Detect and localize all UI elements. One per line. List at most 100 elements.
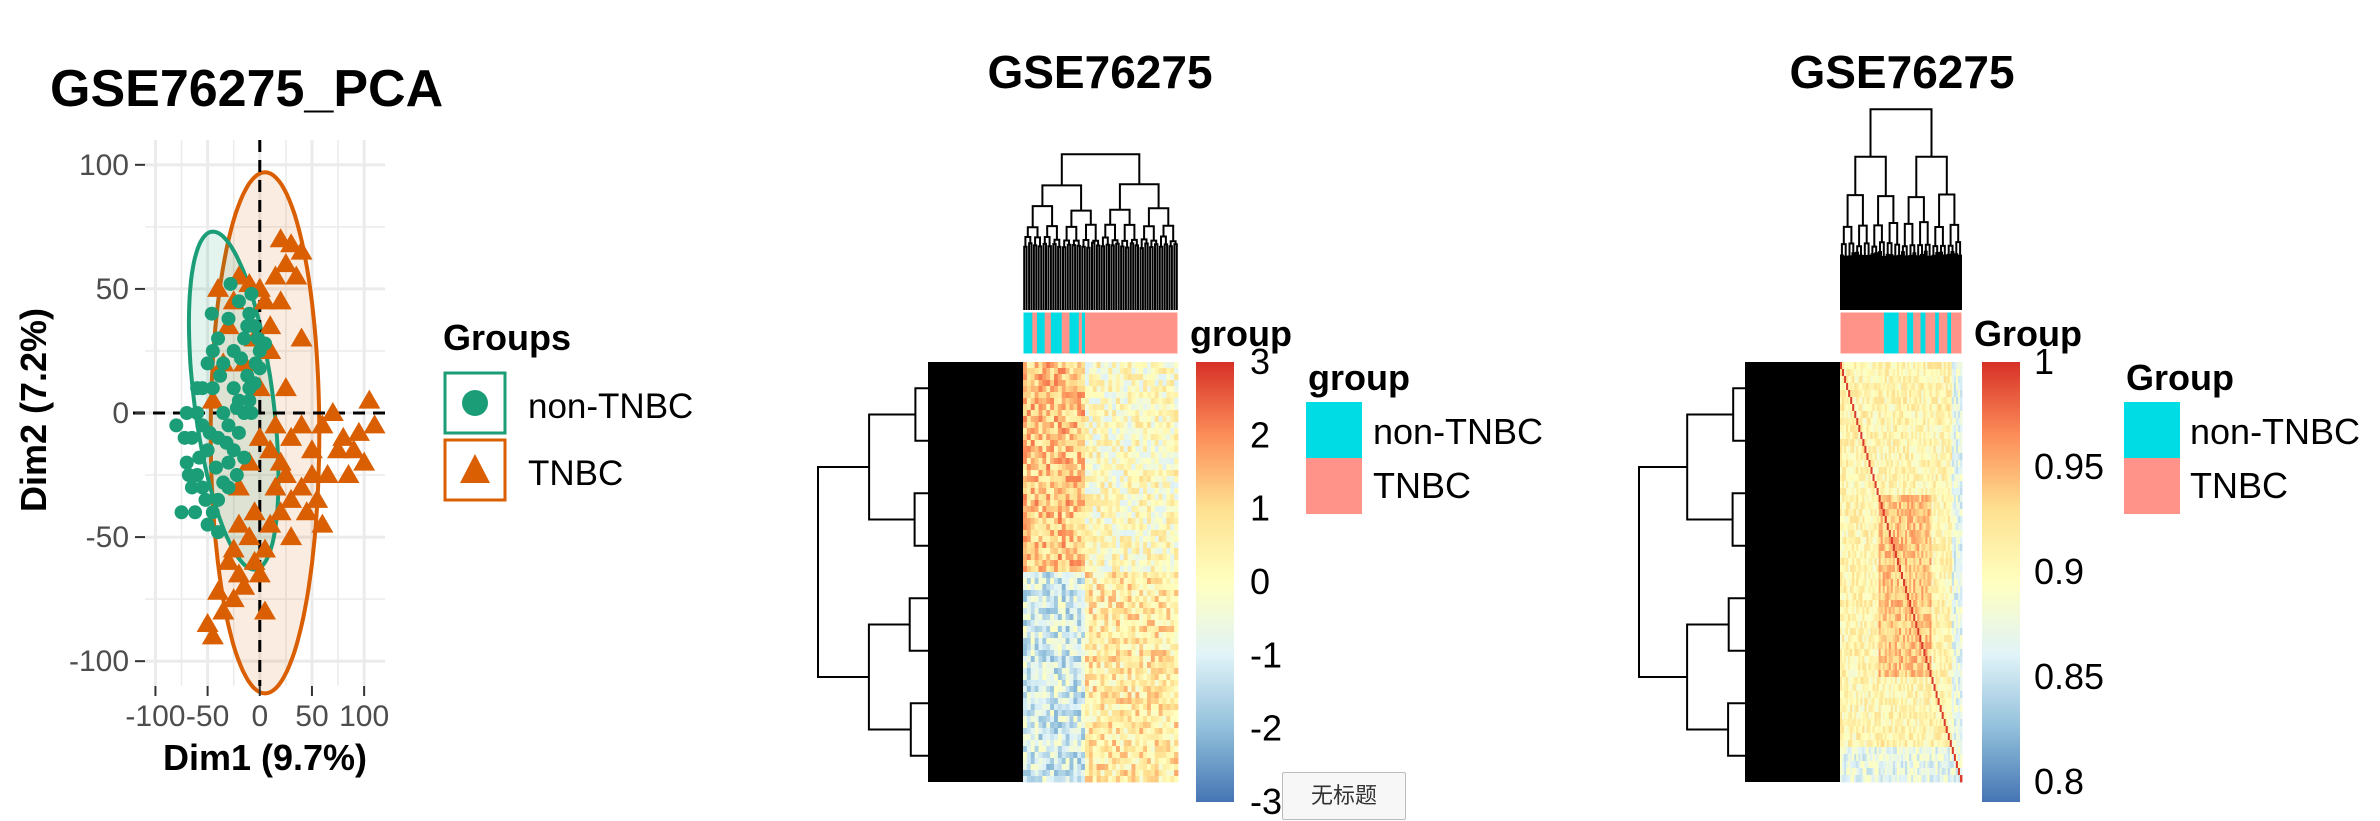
heatmap-cell [1097,530,1101,536]
heatmap-cell [1039,458,1043,464]
heatmap-cell [1151,644,1155,650]
heatmap-cell [1054,734,1058,740]
heatmap-cell [1104,380,1108,386]
heatmap-cell [1089,404,1093,410]
heatmap-cell [1073,638,1077,644]
heatmap-cell [1104,470,1108,476]
heatmap-cell [1066,650,1070,656]
heatmap-cell [1124,374,1128,380]
heatmap-cell [1027,362,1031,368]
heatmap-cell [1960,502,1962,509]
heatmap-cell [1085,452,1089,458]
heatmap-cell [1139,482,1143,488]
heatmap-cell [1081,458,1085,464]
heatmap-cell [1163,536,1167,542]
annotation-cell-non-tnbc [1907,312,1913,354]
heatmap-cell [1039,398,1043,404]
heatmap-cell [1101,686,1105,692]
heatmap-cell [1093,698,1097,704]
heatmap-cell [1116,380,1120,386]
heatmap-cell [1170,572,1174,578]
heatmap-cell [1027,494,1031,500]
heatmap-cell [1120,464,1124,470]
heatmap-cell [1085,542,1089,548]
heatmap-cell [1046,770,1050,776]
heatmap-cell [1058,500,1062,506]
heatmap-cell [1159,632,1163,638]
heatmap-cell [1155,764,1159,770]
heatmap-cell [1147,470,1151,476]
heatmap-cell [1062,524,1066,530]
heatmap-cell [1046,638,1050,644]
heatmap-cell [1132,560,1136,566]
heatmap-cell [1085,362,1089,368]
heatmap-cell [1089,518,1093,524]
pca-point-non-tnbc [211,493,225,507]
heatmap-cell [1089,500,1093,506]
heatmap-cell [1151,710,1155,716]
heatmap-cell [1166,548,1170,554]
heatmap-cell [1143,596,1147,602]
heatmap-cell [1120,740,1124,746]
heatmap-cell [1155,710,1159,716]
heatmap-cell [1054,524,1058,530]
heatmap-cell [1132,722,1136,728]
heatmap-cell [1093,542,1097,548]
heatmap-cell [1035,632,1039,638]
heatmap-cell [1062,644,1066,650]
annotation-cell-non-tnbc [1051,312,1062,354]
heatmap-cell [1039,566,1043,572]
heatmap-cell [1035,638,1039,644]
heatmap-cell [1101,470,1105,476]
heatmap-cell [1147,758,1151,764]
heatmap-cell [1031,404,1035,410]
heatmap-cell [1139,716,1143,722]
heatmap-cell [1062,614,1066,620]
heatmap-cell [1042,524,1046,530]
heatmap-cell [1089,734,1093,740]
heatmap-cell [1155,638,1159,644]
heatmap-cell [1062,500,1066,506]
heatmap-cell [1112,566,1116,572]
heatmap-cell [1027,590,1031,596]
heatmap-cell [1085,584,1089,590]
heatmap-cell [1163,482,1167,488]
heatmap-cell [1151,686,1155,692]
heatmap-cell [1116,620,1120,626]
heatmap-cell [1081,758,1085,764]
heatmap-cell [1108,482,1112,488]
heatmap-cell [1155,512,1159,518]
heatmap-cell [1070,554,1074,560]
heatmap-cell [1081,482,1085,488]
heatmap-cell [1101,650,1105,656]
heatmap-cell [1143,566,1147,572]
heatmap-cell [1120,752,1124,758]
heatmap-cell [1104,500,1108,506]
heatmap-cell [1124,488,1128,494]
heatmap-cell [1139,590,1143,596]
heatmap-cell [1128,470,1132,476]
heatmap-cell [1066,656,1070,662]
heatmap-cell [1027,500,1031,506]
heatmap-cell [1077,494,1081,500]
heatmap-cell [1054,410,1058,416]
heatmap-cell [1070,398,1074,404]
heatmap-cell [1116,464,1120,470]
heatmap-cell [1058,410,1062,416]
heatmap-cell [1027,440,1031,446]
heatmap-cell [1042,560,1046,566]
heatmap-cell [1170,518,1174,524]
heatmap-cell [1143,476,1147,482]
heatmap-cell [1066,698,1070,704]
heatmap-cell [1081,686,1085,692]
heatmap-cell [1143,758,1147,764]
heatmap-cell [1039,416,1043,422]
heatmap-cell [1139,662,1143,668]
heatmap-cell [1027,530,1031,536]
heatmap-cell [1062,416,1066,422]
heatmap-cell [1050,476,1054,482]
heatmap-cell [1135,686,1139,692]
heatmap-cell [1159,776,1163,782]
heatmap-cell [1042,428,1046,434]
heatmap-cell [1163,386,1167,392]
